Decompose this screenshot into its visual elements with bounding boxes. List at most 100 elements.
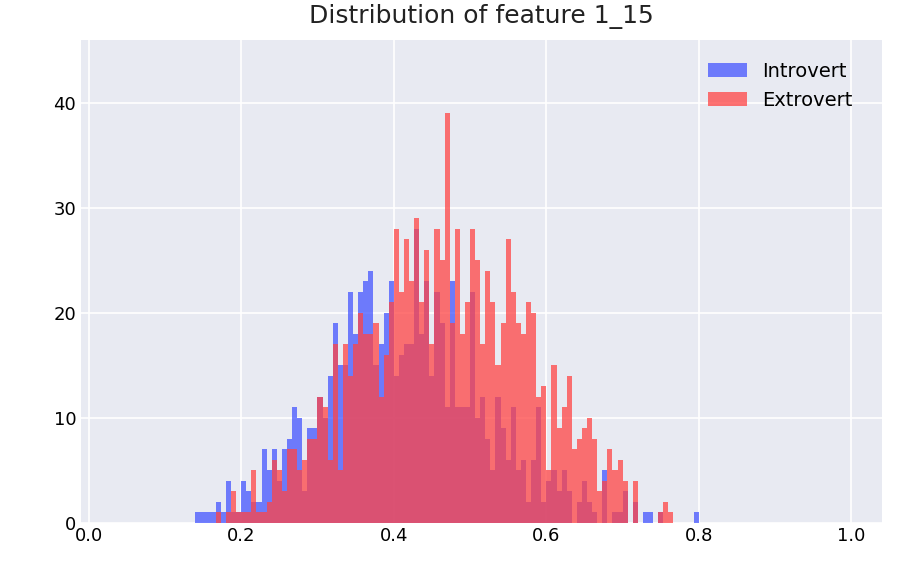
Bar [465, 407, 470, 523]
Bar [633, 481, 638, 523]
Bar [577, 502, 582, 523]
Bar [383, 312, 389, 523]
Bar [368, 333, 373, 523]
Bar [623, 481, 627, 523]
Bar [374, 365, 379, 523]
Bar [262, 449, 266, 523]
Bar [231, 491, 236, 523]
Bar [521, 333, 526, 523]
Bar [592, 438, 598, 523]
Bar [546, 481, 552, 523]
Bar [454, 229, 460, 523]
Bar [658, 512, 663, 523]
Bar [404, 344, 409, 523]
Bar [394, 229, 399, 523]
Bar [343, 344, 348, 523]
Bar [414, 218, 419, 523]
Bar [419, 333, 424, 523]
Bar [343, 365, 348, 523]
Bar [379, 396, 383, 523]
Bar [485, 271, 490, 523]
Bar [211, 512, 216, 523]
Bar [312, 428, 318, 523]
Bar [333, 323, 338, 523]
Bar [531, 312, 536, 523]
Bar [338, 365, 343, 523]
Bar [272, 460, 277, 523]
Bar [439, 260, 445, 523]
Bar [510, 407, 516, 523]
Bar [226, 481, 231, 523]
Bar [226, 512, 231, 523]
Bar [445, 113, 450, 523]
Bar [500, 323, 506, 523]
Bar [201, 512, 205, 523]
Bar [608, 449, 613, 523]
Bar [379, 344, 383, 523]
Bar [623, 491, 627, 523]
Bar [236, 512, 241, 523]
Bar [470, 229, 475, 523]
Bar [577, 438, 582, 523]
Bar [216, 512, 220, 523]
Bar [195, 512, 201, 523]
Bar [582, 428, 587, 523]
Bar [256, 502, 262, 523]
Bar [491, 302, 496, 523]
Bar [510, 291, 516, 523]
Bar [481, 344, 485, 523]
Bar [409, 281, 414, 523]
Bar [658, 512, 663, 523]
Bar [541, 386, 546, 523]
Bar [358, 312, 364, 523]
Bar [450, 323, 454, 523]
Bar [333, 344, 338, 523]
Bar [481, 396, 485, 523]
Bar [307, 428, 312, 523]
Bar [374, 323, 379, 523]
Bar [439, 323, 445, 523]
Bar [617, 460, 623, 523]
Legend: Introvert, Extrovert: Introvert, Extrovert [700, 55, 860, 118]
Bar [460, 333, 465, 523]
Bar [256, 512, 262, 523]
Bar [669, 512, 673, 523]
Bar [287, 438, 292, 523]
Bar [266, 502, 272, 523]
Bar [328, 460, 333, 523]
Bar [516, 323, 521, 523]
Bar [307, 438, 312, 523]
Bar [424, 250, 429, 523]
Bar [602, 470, 608, 523]
Bar [318, 396, 322, 523]
Bar [694, 512, 699, 523]
Bar [205, 512, 211, 523]
Bar [399, 354, 404, 523]
Bar [491, 470, 496, 523]
Bar [546, 470, 552, 523]
Bar [216, 502, 220, 523]
Bar [536, 407, 541, 523]
Bar [526, 502, 531, 523]
Bar [617, 512, 623, 523]
Bar [496, 396, 500, 523]
Bar [322, 407, 328, 523]
Bar [506, 239, 510, 523]
Bar [643, 512, 648, 523]
Bar [587, 417, 592, 523]
Bar [521, 460, 526, 523]
Bar [251, 470, 256, 523]
Bar [552, 470, 556, 523]
Bar [287, 449, 292, 523]
Bar [572, 449, 577, 523]
Bar [526, 302, 531, 523]
Bar [541, 502, 546, 523]
Bar [348, 375, 353, 523]
Bar [404, 239, 409, 523]
Bar [562, 470, 567, 523]
Bar [389, 302, 394, 523]
Bar [475, 417, 481, 523]
Bar [496, 365, 500, 523]
Bar [648, 512, 653, 523]
Bar [353, 344, 358, 523]
